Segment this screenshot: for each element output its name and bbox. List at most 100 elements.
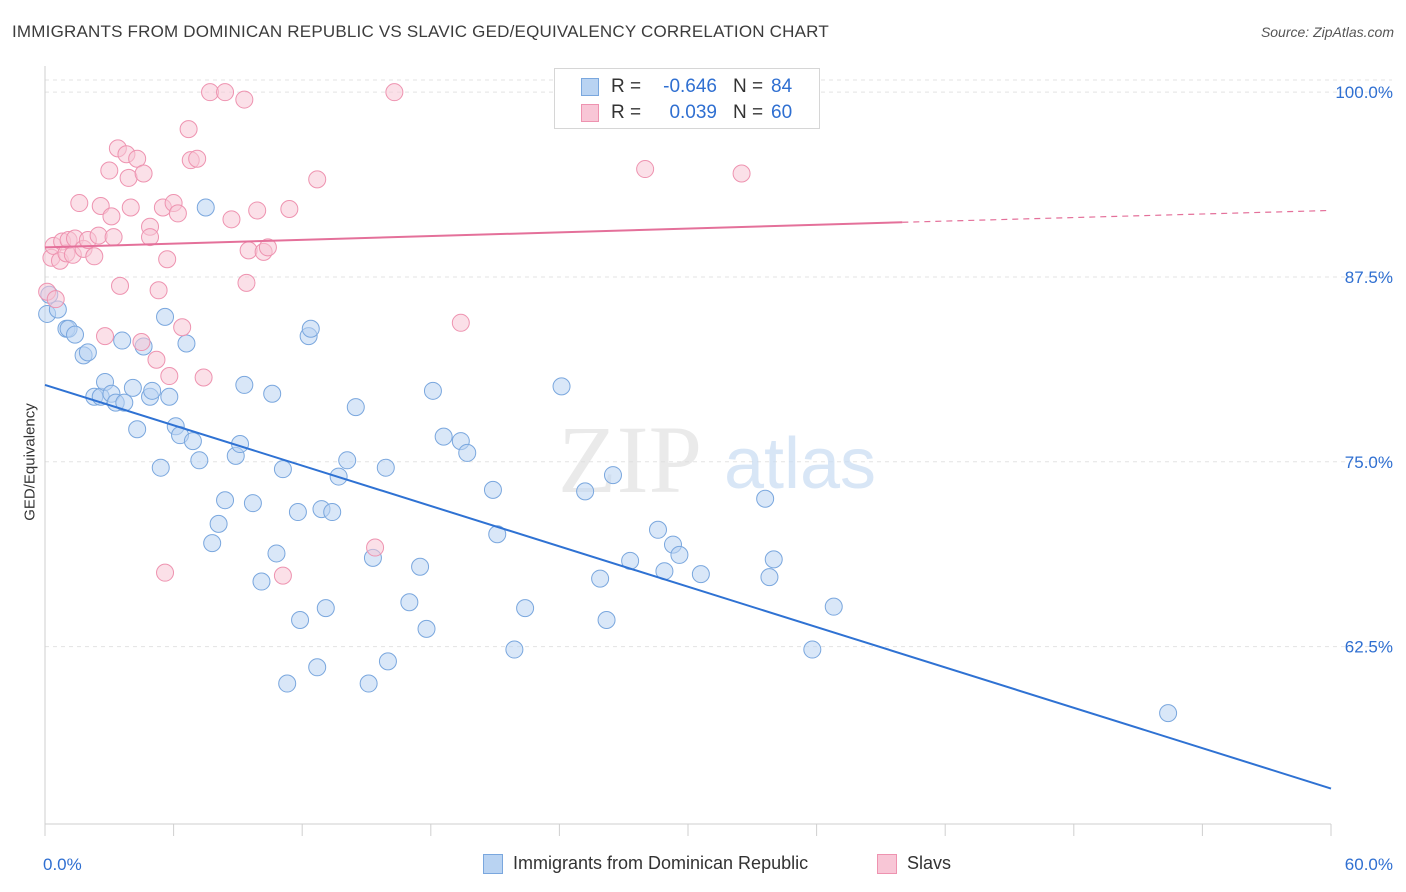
data-point-slavs <box>89 226 108 245</box>
data-point-dominican <box>66 325 85 344</box>
watermark: ZIP atlas <box>558 406 876 513</box>
data-point-slavs <box>194 368 213 387</box>
data-point-dominican <box>824 597 843 616</box>
data-point-dominican <box>323 503 342 522</box>
data-point-dominican <box>378 652 397 671</box>
y-tick-label: 62.5% <box>1345 638 1393 657</box>
data-point-slavs <box>156 563 175 582</box>
data-point-dominican <box>291 610 310 629</box>
data-point-dominican <box>128 420 147 439</box>
data-point-dominican <box>803 640 822 659</box>
data-point-slavs <box>188 149 207 168</box>
data-point-dominican <box>301 319 320 338</box>
data-point-slavs <box>160 367 179 386</box>
data-point-slavs <box>158 250 177 269</box>
data-point-slavs <box>111 276 130 295</box>
data-point-slavs <box>104 228 123 247</box>
data-point-dominican <box>209 514 228 533</box>
data-point-slavs <box>85 247 104 266</box>
stats-n-label: N = <box>733 76 764 97</box>
data-point-slavs <box>132 333 151 352</box>
data-point-slavs <box>235 90 254 109</box>
data-point-dominican <box>113 331 132 350</box>
data-point-slavs <box>173 318 192 337</box>
data-point-dominican <box>1159 704 1178 723</box>
data-point-dominican <box>552 377 571 396</box>
data-point-slavs <box>46 290 65 309</box>
data-point-dominican <box>417 619 436 638</box>
data-point-dominican <box>670 545 689 564</box>
data-point-slavs <box>385 83 404 102</box>
data-point-slavs <box>273 566 292 585</box>
axis-layer <box>44 66 1332 836</box>
trend-line-pink <box>44 221 903 249</box>
x-tick-label: 0.0% <box>43 855 82 874</box>
data-point-dominican <box>760 568 779 587</box>
data-point-dominican <box>756 489 775 508</box>
data-point-dominican <box>308 658 327 677</box>
data-point-slavs <box>451 313 470 332</box>
data-point-slavs <box>147 350 166 369</box>
data-point-dominican <box>160 387 179 406</box>
stats-swatch-pink <box>581 104 599 122</box>
data-point-dominican <box>359 674 378 693</box>
y-tick-label: 100.0% <box>1335 83 1393 102</box>
data-point-slavs <box>134 164 153 183</box>
data-point-dominican <box>143 381 162 400</box>
data-point-dominican <box>196 198 215 217</box>
data-point-slavs <box>366 538 385 557</box>
data-point-dominican <box>156 307 175 326</box>
data-point-dominican <box>411 557 430 576</box>
data-point-slavs <box>149 281 168 300</box>
stats-swatch-blue <box>581 78 599 96</box>
data-point-dominican <box>216 491 235 510</box>
data-point-slavs <box>308 170 327 189</box>
data-point-dominican <box>648 520 667 539</box>
legend-label: Slavs <box>907 853 952 873</box>
data-point-dominican <box>516 599 535 618</box>
data-point-dominican <box>505 640 524 659</box>
data-point-dominican <box>263 384 282 403</box>
legend-label: Immigrants from Dominican Republic <box>513 853 809 873</box>
stats-r-label: R = <box>611 102 642 123</box>
stats-n-value: 84 <box>771 76 793 97</box>
data-point-dominican <box>183 432 202 451</box>
correlation-stats-box: R = -0.646 N = 84 R = 0.039 N = 60 <box>554 68 820 129</box>
data-point-dominican <box>603 466 622 485</box>
points-layer <box>38 83 1178 723</box>
data-point-dominican <box>488 525 507 544</box>
data-point-slavs <box>168 204 187 223</box>
data-point-dominican <box>423 381 442 400</box>
data-point-dominican <box>151 458 170 477</box>
stats-n-value: 60 <box>771 102 793 123</box>
data-point-dominican <box>400 593 419 612</box>
data-point-dominican <box>203 534 222 553</box>
data-point-slavs <box>237 273 256 292</box>
data-point-dominican <box>338 451 357 470</box>
data-point-dominican <box>591 569 610 588</box>
data-point-slavs <box>96 327 115 346</box>
data-point-dominican <box>252 572 271 591</box>
stats-n-label: N = <box>733 102 764 123</box>
watermark-atlas: atlas <box>724 424 876 504</box>
data-point-slavs <box>258 238 277 257</box>
data-point-dominican <box>177 334 196 353</box>
data-point-dominican <box>190 451 209 470</box>
data-point-slavs <box>119 168 138 187</box>
data-point-dominican <box>267 544 286 563</box>
data-point-dominican <box>576 482 595 501</box>
data-point-dominican <box>376 458 395 477</box>
data-point-slavs <box>216 83 235 102</box>
data-point-dominican <box>278 674 297 693</box>
data-point-dominican <box>273 460 292 479</box>
data-point-dominican <box>483 480 502 499</box>
legend-swatch-blue <box>483 854 503 874</box>
data-point-slavs <box>280 199 299 218</box>
data-point-slavs <box>732 164 751 183</box>
data-point-dominican <box>764 550 783 569</box>
tick-label-layer: 62.5% 75.0% 87.5% 100.0% 0.0% 60.0% <box>43 83 1393 874</box>
chart-title: IMMIGRANTS FROM DOMINICAN REPUBLIC VS SL… <box>12 22 829 41</box>
source-credit: Source: ZipAtlas.com <box>1260 24 1394 40</box>
trend-layer <box>44 209 1332 790</box>
